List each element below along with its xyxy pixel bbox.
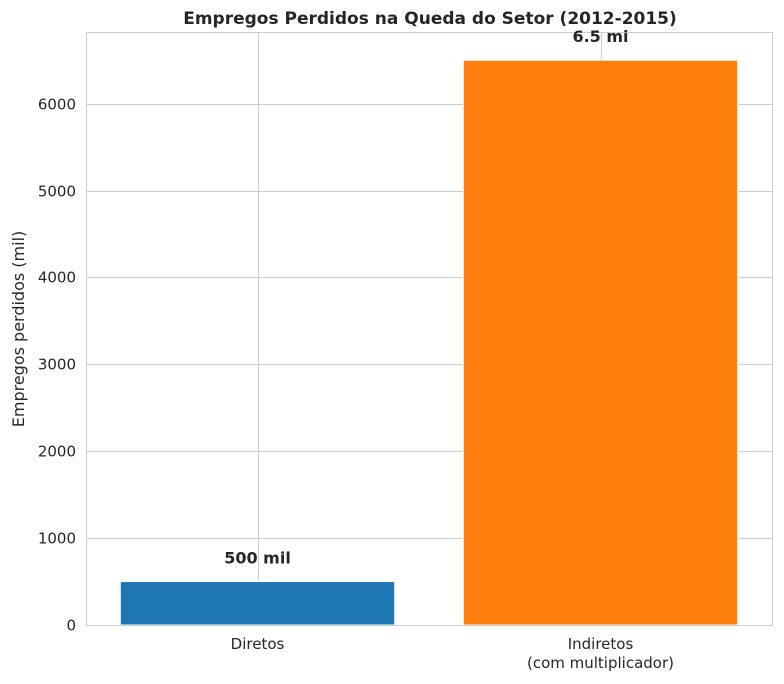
y-tick-label: 2000 bbox=[38, 443, 76, 461]
gridlines bbox=[86, 32, 772, 625]
x-tick-label: (com multiplicador) bbox=[527, 654, 674, 672]
chart-title: Empregos Perdidos na Queda do Setor (201… bbox=[183, 9, 677, 29]
data-labels: 500 mil 6.5 mi bbox=[224, 27, 628, 567]
data-label: 500 mil bbox=[224, 549, 291, 568]
y-tick-label: 0 bbox=[66, 617, 76, 635]
y-tick-label: 6000 bbox=[38, 96, 76, 114]
y-tick-label: 4000 bbox=[38, 269, 76, 287]
x-tick-label: Indiretos bbox=[568, 635, 634, 653]
y-axis-ticks: 0 1000 2000 3000 4000 5000 6000 bbox=[38, 96, 76, 635]
y-tick-label: 1000 bbox=[38, 530, 76, 548]
bars bbox=[119, 59, 739, 626]
x-axis-ticks: Diretos Indiretos(com multiplicador) bbox=[231, 635, 674, 672]
y-tick-label: 3000 bbox=[38, 356, 76, 374]
plot-frame bbox=[86, 32, 773, 626]
bar-1 bbox=[462, 59, 739, 626]
x-tick-label: Diretos bbox=[231, 635, 285, 653]
y-tick-label: 5000 bbox=[38, 183, 76, 201]
data-label: 6.5 mi bbox=[572, 27, 628, 46]
y-axis-label: Empregos perdidos (mil) bbox=[9, 231, 28, 428]
bar-0 bbox=[119, 581, 396, 626]
